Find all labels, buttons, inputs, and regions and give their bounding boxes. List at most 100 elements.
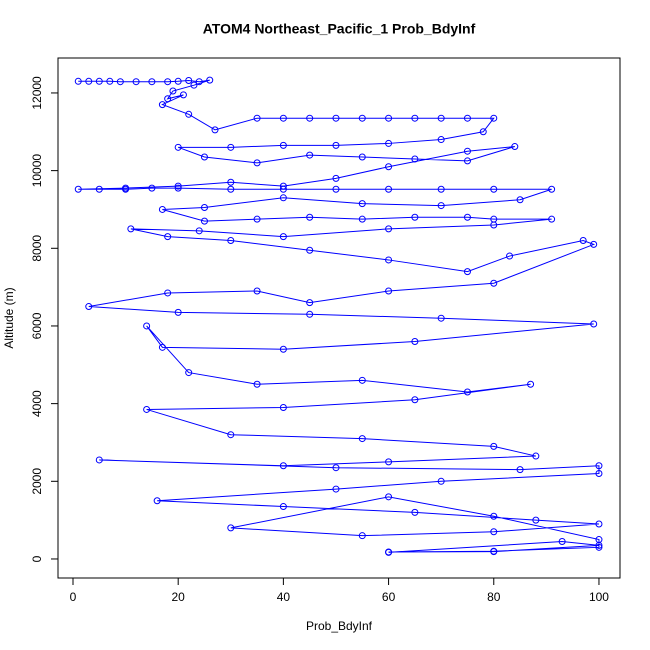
data-point (463, 157, 471, 165)
data-point (490, 512, 498, 520)
data-point (148, 78, 156, 86)
data-point (306, 151, 314, 159)
data-point (527, 380, 535, 388)
data-point (385, 114, 393, 122)
y-tick-label: 0 (30, 555, 44, 562)
data-point (106, 77, 114, 85)
y-tick-label: 4000 (30, 390, 44, 417)
data-point (579, 237, 587, 245)
data-point (385, 458, 393, 466)
data-point (279, 233, 287, 241)
data-point (158, 343, 166, 351)
data-point (227, 237, 235, 245)
data-point (279, 462, 287, 470)
data-point (595, 543, 603, 551)
data-point (332, 141, 340, 149)
data-point (490, 279, 498, 287)
data-point (174, 77, 182, 85)
data-point (279, 194, 287, 202)
data-point (306, 310, 314, 318)
data-point (358, 376, 366, 384)
data-point (253, 287, 261, 295)
data-point (490, 528, 498, 536)
data-point (200, 153, 208, 161)
data-point (332, 485, 340, 493)
x-tick-label: 0 (70, 590, 77, 604)
data-point (200, 204, 208, 212)
data-point (506, 252, 514, 260)
data-point (279, 141, 287, 149)
x-tick-label: 40 (277, 590, 291, 604)
data-point (558, 537, 566, 545)
data-point (158, 205, 166, 213)
data-point (385, 139, 393, 147)
data-point (479, 128, 487, 136)
data-point (358, 532, 366, 540)
data-point (200, 217, 208, 225)
data-point (516, 196, 524, 204)
data-point (590, 240, 598, 248)
data-point (532, 452, 540, 460)
y-tick-label: 2000 (30, 468, 44, 495)
data-point (227, 524, 235, 532)
data-point (511, 143, 519, 151)
data-point (385, 225, 393, 233)
data-point (358, 153, 366, 161)
data-point (174, 182, 182, 190)
data-point (195, 227, 203, 235)
data-point (595, 462, 603, 470)
data-point (174, 184, 182, 192)
data-point (385, 548, 393, 556)
data-point (590, 320, 598, 328)
data-point (164, 95, 172, 103)
data-point (143, 405, 151, 413)
data-point (437, 136, 445, 144)
data-point (253, 114, 261, 122)
data-point (463, 147, 471, 155)
data-point (411, 396, 419, 404)
data-point (227, 178, 235, 186)
data-point (185, 77, 193, 85)
data-point (122, 185, 130, 193)
data-point (306, 299, 314, 307)
data-point (195, 78, 203, 86)
x-tick-label: 100 (589, 590, 609, 604)
data-point (358, 114, 366, 122)
data-point (306, 246, 314, 254)
data-point (253, 380, 261, 388)
data-point (385, 493, 393, 501)
x-tick-label: 60 (382, 590, 396, 604)
data-point (148, 184, 156, 192)
data-point (332, 174, 340, 182)
data-point (411, 114, 419, 122)
data-point (490, 114, 498, 122)
data-point (306, 114, 314, 122)
data-point (490, 221, 498, 229)
data-point (95, 77, 103, 85)
data-point (211, 126, 219, 134)
data-point (158, 101, 166, 109)
data-point (279, 404, 287, 412)
data-point (385, 185, 393, 193)
data-point (437, 114, 445, 122)
data-point (595, 470, 603, 478)
data-point (548, 185, 556, 193)
data-point (164, 78, 172, 86)
data-point (164, 233, 172, 241)
data-point (595, 520, 603, 528)
y-tick-label: 12000 (30, 76, 44, 110)
data-point (595, 541, 603, 549)
data-point (385, 163, 393, 171)
data-point (437, 202, 445, 210)
data-point (95, 185, 103, 193)
data-point (463, 213, 471, 221)
data-point (179, 91, 187, 99)
data-point (174, 308, 182, 316)
data-point (143, 322, 151, 330)
data-point (490, 185, 498, 193)
data-point (332, 114, 340, 122)
data-point (169, 87, 177, 95)
data-point (490, 442, 498, 450)
data-point (174, 143, 182, 151)
